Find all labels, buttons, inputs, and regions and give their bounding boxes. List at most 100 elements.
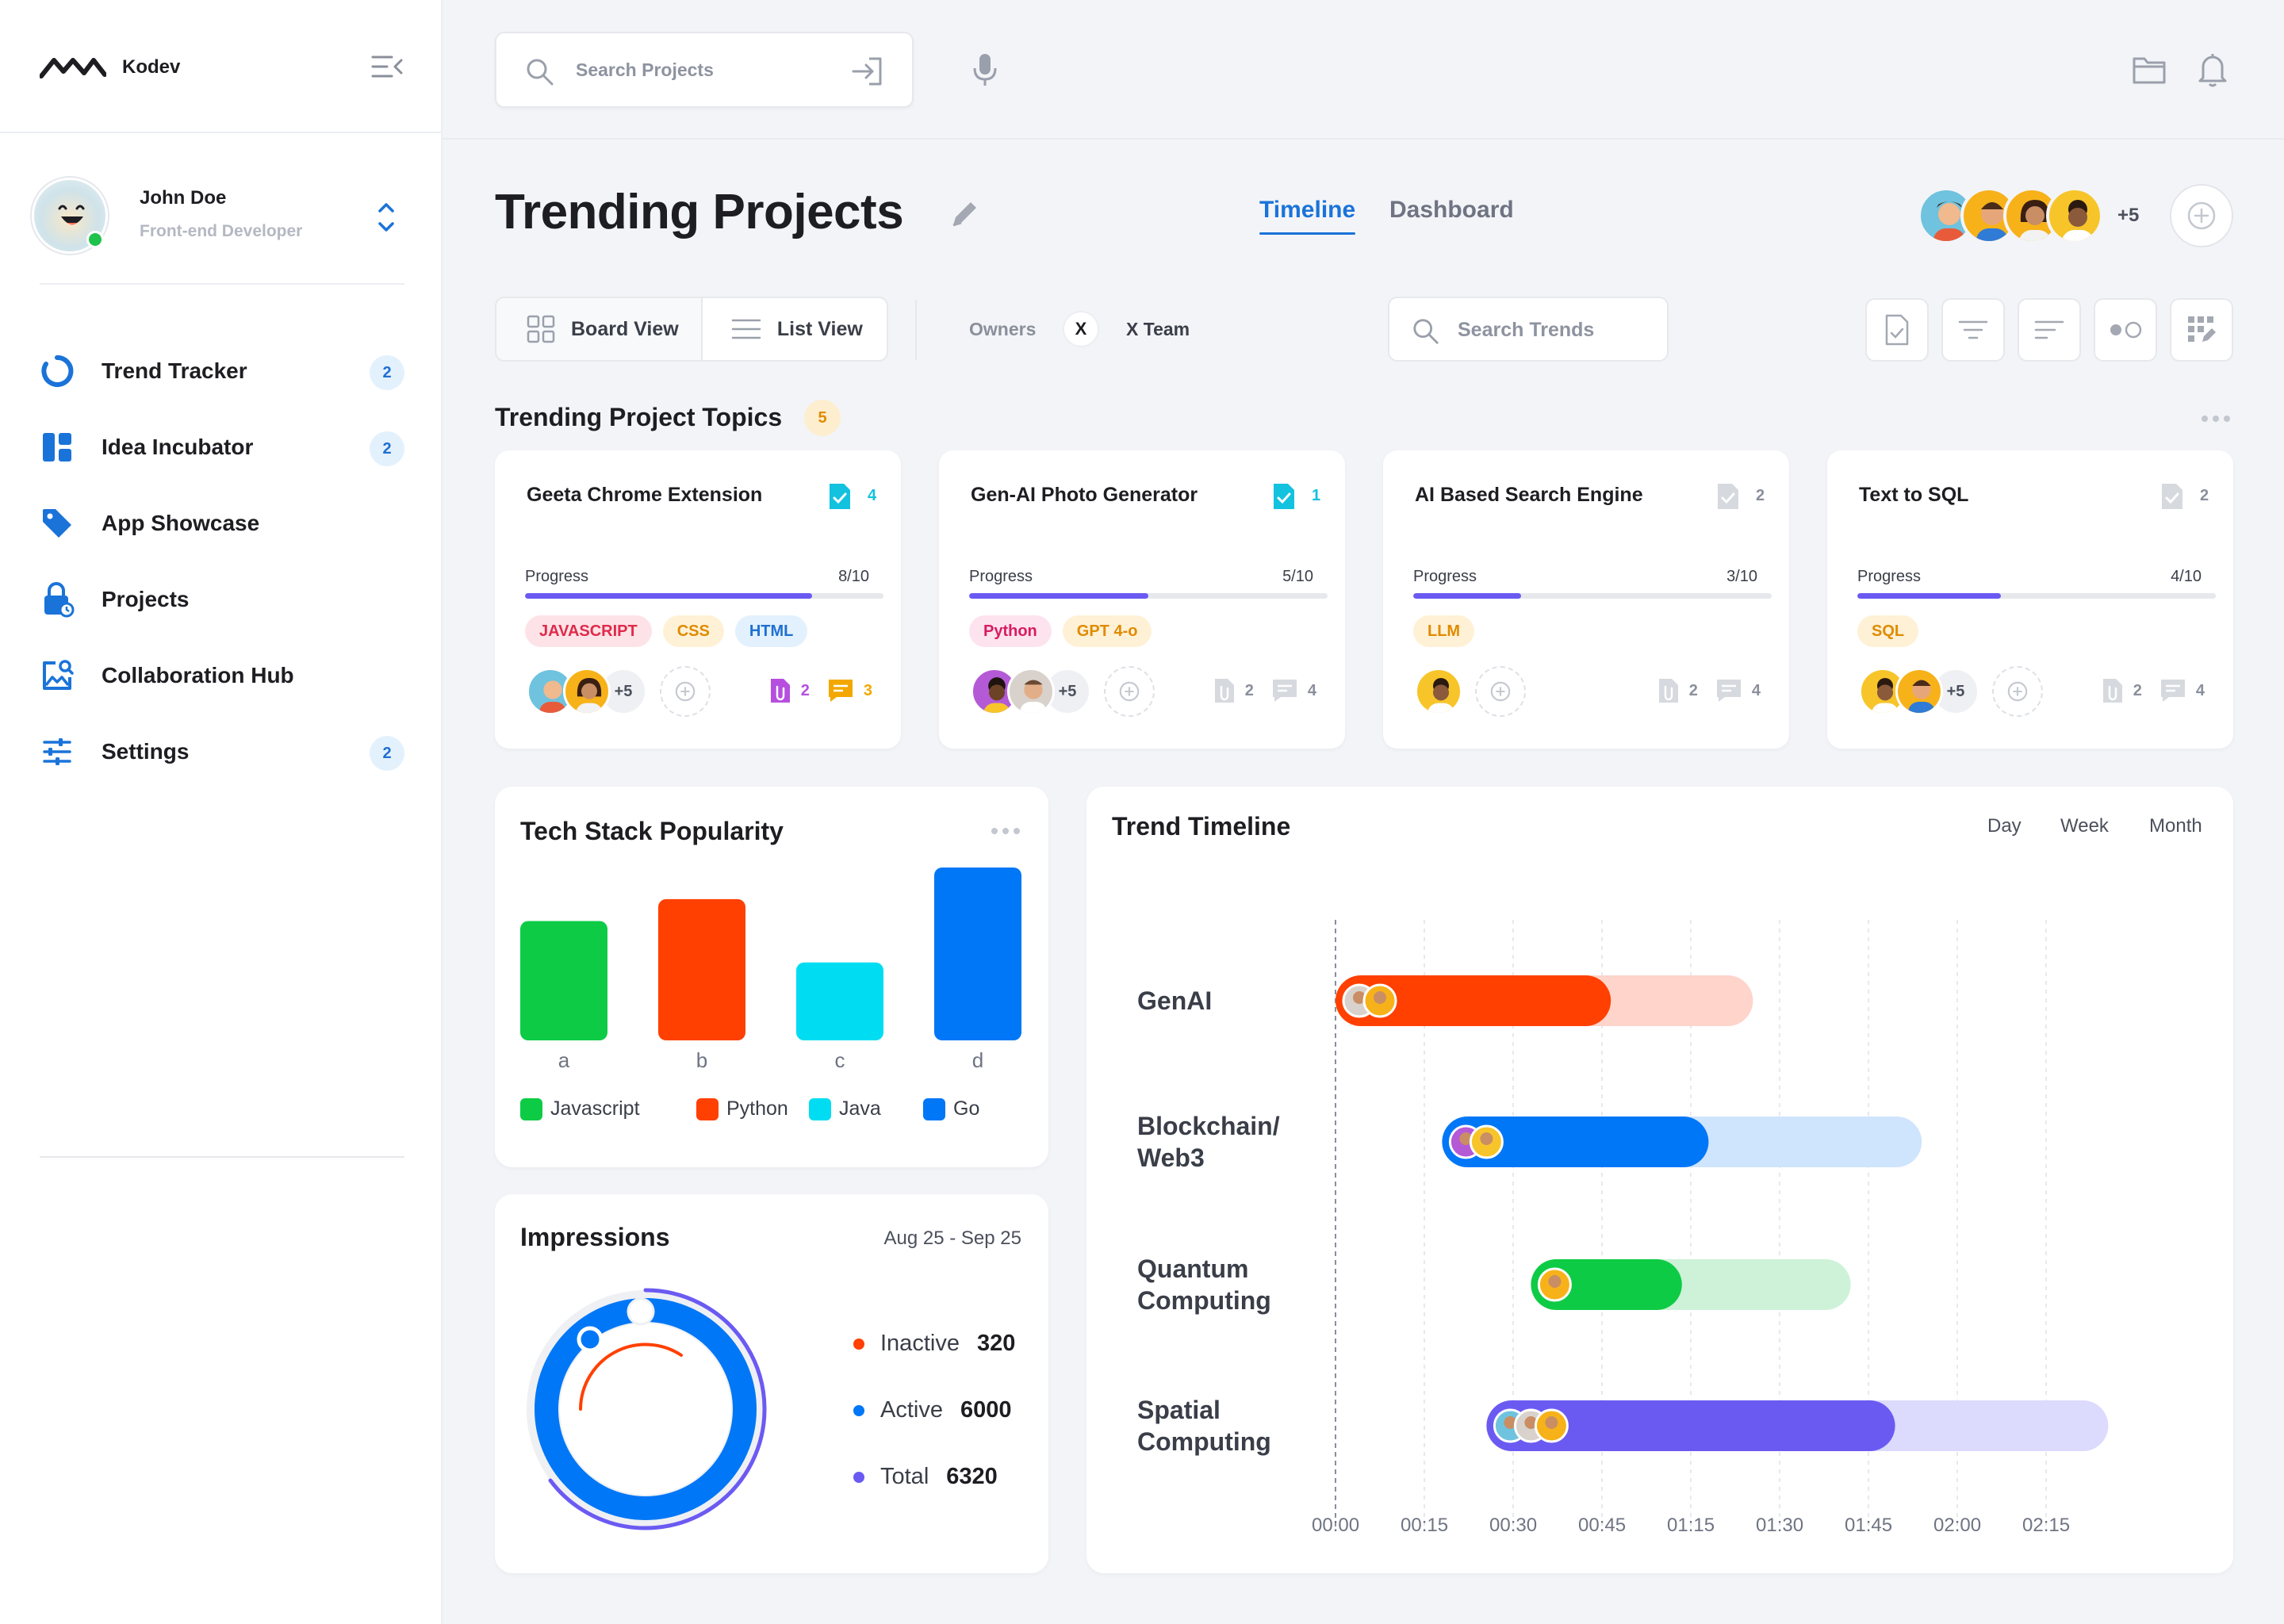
bar-a[interactable]	[520, 921, 607, 1040]
tab-dashboard[interactable]: Dashboard	[1389, 197, 1514, 223]
search-input[interactable]	[576, 52, 845, 87]
toggle-view-button[interactable]	[2094, 298, 2157, 362]
range-week-button[interactable]: Week	[2060, 815, 2109, 837]
edit-layout-button[interactable]	[2170, 298, 2233, 362]
user-profile[interactable]: John Doe Front-end Developer	[32, 176, 404, 255]
team-avatars[interactable]: +5	[1918, 184, 2139, 247]
add-member-button[interactable]	[1992, 666, 2043, 717]
topic-card-ai-search[interactable]: AI Based Search Engine 2 Progress 3/10 L…	[1383, 450, 1789, 749]
topic-members[interactable]: +5	[1859, 666, 2043, 717]
row-label-line: Computing	[1137, 1427, 1271, 1456]
folder-icon[interactable]	[2132, 54, 2167, 86]
total-dot	[853, 1471, 864, 1483]
sidebar-item-settings[interactable]: Settings 2	[38, 714, 411, 790]
legend-item-go[interactable]: Go	[923, 1097, 979, 1120]
chevron-up-down-icon[interactable]	[374, 198, 398, 236]
topic-members[interactable]: +5	[971, 666, 1155, 717]
bar-d[interactable]	[934, 868, 1021, 1040]
topics-count-badge: 5	[804, 400, 841, 436]
donut-total-knob[interactable]	[627, 1297, 655, 1326]
sidebar-divider	[0, 132, 443, 133]
timeline-row-label: Blockchain/Web3	[1137, 1110, 1280, 1174]
bar-c[interactable]	[796, 962, 883, 1040]
owner-chip[interactable]: X	[1063, 311, 1099, 347]
donut-active-knob[interactable]	[577, 1326, 604, 1353]
trend-search-box	[1388, 297, 1669, 362]
board-grid-icon	[527, 315, 555, 343]
team-more-count: +5	[2117, 205, 2140, 226]
progress-bar	[969, 593, 1328, 599]
topics-more-icon[interactable]	[2202, 416, 2230, 422]
topic-tags: SQL	[1857, 615, 1919, 647]
timeline-bar-progress[interactable]	[1336, 975, 1611, 1026]
tech-stack-more-icon[interactable]	[991, 828, 1020, 834]
avatar-face	[1374, 991, 1386, 1004]
tab-timeline[interactable]: Timeline	[1259, 197, 1356, 235]
impressions-date-range[interactable]: Aug 25 - Sep 25	[883, 1228, 1021, 1249]
plus-circle-icon	[2007, 681, 2028, 702]
microphone-icon[interactable]	[969, 52, 1001, 87]
legend-label: Java	[839, 1097, 881, 1120]
timeline-row-label: Spatial Computing	[1137, 1394, 1271, 1457]
timeline-bar-progress[interactable]	[1486, 1400, 1895, 1451]
trend-search-input[interactable]	[1458, 312, 1656, 347]
bell-icon[interactable]	[2197, 51, 2228, 87]
sidebar-item-idea-incubator[interactable]: Idea Incubator 2	[38, 409, 411, 485]
document-check-icon	[1885, 314, 1909, 346]
board-view-button[interactable]: Board View	[496, 298, 703, 360]
topic-tags: LLM	[1413, 615, 1475, 647]
tag-llm[interactable]: LLM	[1413, 615, 1475, 647]
avatar	[1007, 668, 1055, 715]
sidebar-item-projects[interactable]: Projects	[38, 561, 411, 638]
topic-card-geeta[interactable]: Geeta Chrome Extension 4 Progress 8/10 J…	[495, 450, 901, 749]
tag-sql[interactable]: SQL	[1857, 615, 1919, 647]
topic-card-gen-ai-photo[interactable]: Gen-AI Photo Generator 1 Progress 5/10 P…	[939, 450, 1345, 749]
topic-members[interactable]	[1415, 666, 1526, 717]
owner-team-label[interactable]: X Team	[1126, 319, 1190, 339]
list-view-button[interactable]: List View	[703, 298, 887, 360]
sidebar-item-badge: 2	[370, 736, 404, 771]
comments-count: 3	[863, 681, 872, 699]
grid-icon	[38, 428, 76, 466]
topic-members[interactable]: +5	[527, 666, 711, 717]
brand[interactable]: Kodev	[40, 48, 180, 87]
tag-python[interactable]: Python	[969, 615, 1052, 647]
tag-gpt[interactable]: GPT 4-o	[1062, 615, 1152, 647]
legend-item-python[interactable]: Python	[696, 1097, 788, 1120]
range-day-button[interactable]: Day	[1987, 815, 2021, 837]
tag-html[interactable]: HTML	[734, 615, 808, 647]
legend-item-javascript[interactable]: Javascript	[520, 1097, 640, 1120]
topic-tags: Python GPT 4-o	[969, 615, 1152, 647]
stat-value: 6320	[946, 1464, 998, 1489]
sidebar-item-app-showcase[interactable]: App Showcase	[38, 485, 411, 561]
sidebar-item-label: Settings	[102, 739, 190, 764]
timeline-bar-progress[interactable]	[1442, 1116, 1709, 1167]
legend-item-java[interactable]: Java	[809, 1097, 881, 1120]
add-member-button[interactable]	[660, 666, 711, 717]
sort-button[interactable]	[2018, 298, 2081, 362]
row-label-line: Blockchain/	[1137, 1112, 1280, 1140]
tag-javascript[interactable]: JAVASCRIPT	[525, 615, 652, 647]
add-member-button[interactable]	[1475, 666, 1526, 717]
pencil-icon[interactable]	[948, 198, 980, 230]
files-count: 2	[1244, 681, 1254, 699]
sidebar-item-trend-tracker[interactable]: Trend Tracker 2	[38, 333, 411, 409]
sliders-icon	[38, 733, 76, 771]
tag-css[interactable]: CSS	[662, 615, 724, 647]
task-doc-button[interactable]	[1865, 298, 1929, 362]
comment-icon	[828, 680, 853, 702]
legend-label: Javascript	[550, 1097, 640, 1120]
bar-b[interactable]	[658, 898, 745, 1040]
topic-card-text-to-sql[interactable]: Text to SQL 2 Progress 4/10 SQL +5 2 4	[1827, 450, 2233, 749]
filter-button[interactable]	[1941, 298, 2005, 362]
add-member-button[interactable]	[2170, 184, 2233, 247]
collapse-sidebar-icon[interactable]	[370, 52, 404, 81]
sidebar-item-label: App Showcase	[102, 511, 260, 535]
sidebar-item-collaboration-hub[interactable]: Collaboration Hub	[38, 638, 411, 714]
sign-in-icon[interactable]	[850, 56, 885, 87]
add-member-button[interactable]	[1104, 666, 1155, 717]
progress-bar-fill	[525, 593, 812, 599]
progress-label: Progress	[1857, 568, 1922, 585]
timeline-bar-progress[interactable]	[1531, 1259, 1682, 1310]
range-month-button[interactable]: Month	[2149, 815, 2202, 837]
